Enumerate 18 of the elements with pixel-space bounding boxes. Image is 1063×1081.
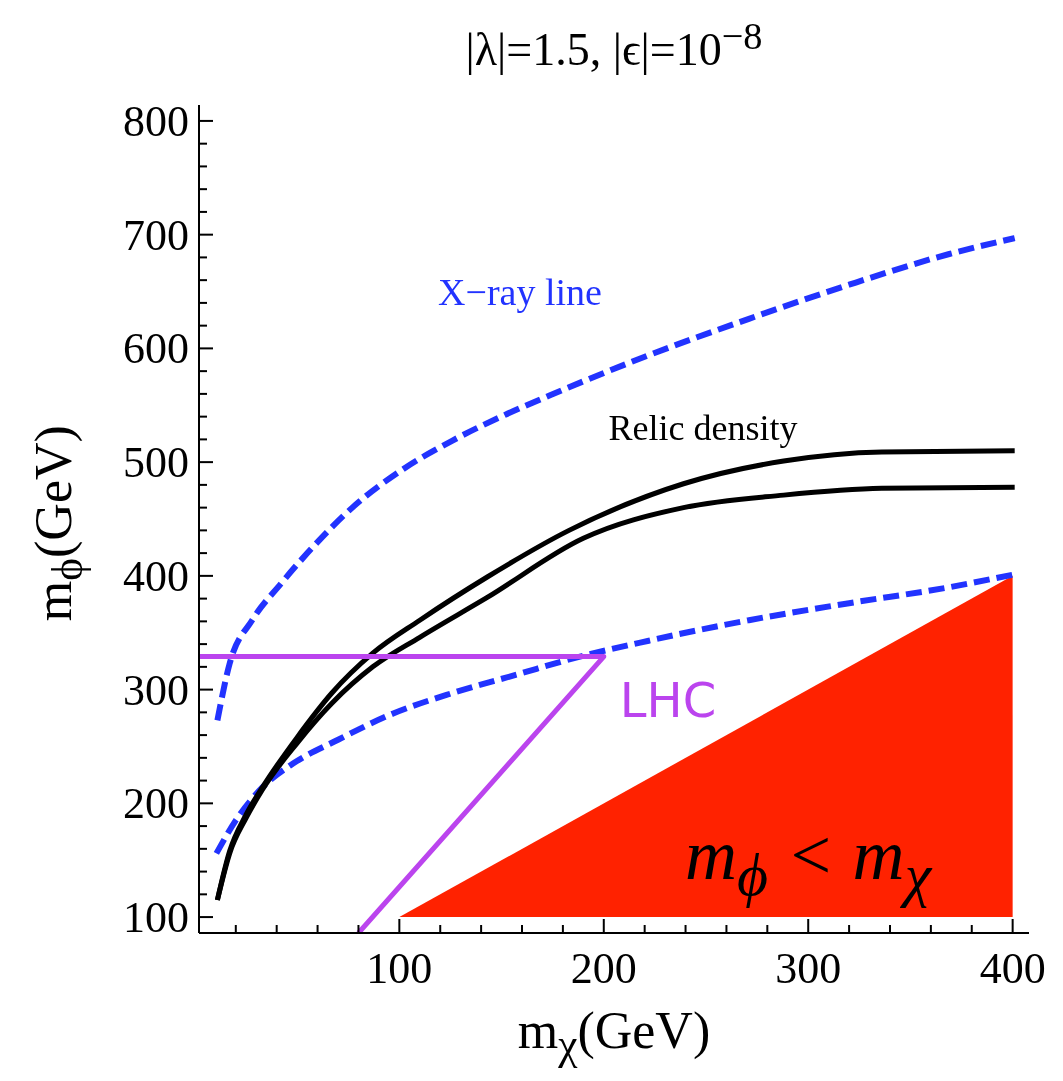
x-tick-label: 400: [979, 944, 1046, 993]
chart-title: |λ|=1.5, |ϵ|=10$^{−8}$: [464, 14, 764, 77]
y-tick-label: 200: [123, 779, 189, 829]
y-tick-label: 300: [123, 665, 189, 715]
y-tick-label: 700: [123, 210, 189, 260]
annotation: LHC: [619, 672, 717, 728]
y-tick-label: 800: [123, 96, 189, 146]
annotation: m$_{ϕ}$ < m$_{χ}$: [684, 814, 932, 910]
x-axis-title: m$_{χ}$(GeV): [516, 1001, 712, 1070]
annotation: Relic density: [608, 407, 798, 449]
x-tick-label: 200: [570, 944, 637, 993]
y-tick-label: 600: [123, 324, 189, 374]
x-tick-label: 300: [775, 944, 842, 993]
y-tick-label: 100: [123, 893, 189, 943]
y-tick-label: 400: [123, 551, 189, 601]
annotation: X−ray line: [438, 270, 602, 314]
y-tick-label: 500: [123, 438, 189, 488]
x-tick-label: 100: [366, 944, 433, 993]
